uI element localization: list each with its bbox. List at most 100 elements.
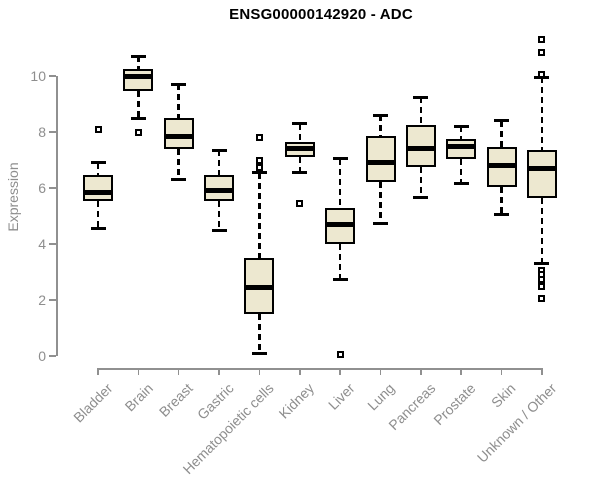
whisker-lower-prostate	[459, 158, 463, 184]
x-axis-tick	[258, 368, 261, 375]
y-axis-tick	[49, 75, 56, 77]
whisker-cap-high-kidney	[292, 122, 308, 126]
whisker-lower-liver	[338, 244, 342, 279]
whisker-cap-high-bladder	[90, 161, 106, 165]
whisker-cap-high-hematopoietic-cells	[251, 171, 267, 175]
whisker-upper-hematopoietic-cells	[258, 172, 261, 258]
median-hematopoietic-cells	[244, 284, 275, 290]
y-axis-tick-label: 2	[38, 292, 46, 308]
whisker-lower-kidney	[298, 157, 302, 173]
whisker-cap-high-prostate	[453, 124, 469, 128]
box-prostate	[446, 139, 477, 159]
box-unknown-other	[526, 150, 557, 198]
whisker-cap-low-skin	[494, 213, 510, 217]
x-axis-tick-label: Kidney	[275, 380, 318, 422]
x-axis-tick	[218, 368, 220, 375]
median-breast	[163, 133, 194, 139]
x-axis-tick	[299, 368, 301, 375]
outlier-unknown-other	[538, 295, 546, 303]
outlier-hematopoietic-cells	[255, 134, 263, 142]
box-gastric	[204, 175, 235, 201]
x-axis-tick	[97, 368, 99, 375]
whisker-cap-high-skin	[494, 119, 510, 123]
y-axis-tick-label: 10	[30, 68, 46, 84]
whisker-cap-low-hematopoietic-cells	[251, 351, 267, 355]
whisker-lower-lung	[379, 182, 382, 223]
whisker-upper-liver	[338, 158, 342, 208]
median-lung	[365, 160, 396, 166]
whisker-cap-low-liver	[332, 277, 348, 281]
y-axis-tick-label: 6	[38, 180, 46, 196]
y-axis-tick-label: 8	[38, 124, 46, 140]
median-liver	[325, 221, 356, 227]
x-axis-tick-label: Bladder	[69, 380, 116, 426]
y-axis-tick	[49, 131, 56, 133]
y-axis-tick	[49, 299, 56, 301]
box-brain	[123, 69, 154, 92]
whisker-upper-breast	[177, 84, 180, 118]
outlier-unknown-other	[538, 36, 546, 44]
x-axis-tick-label: Liver	[324, 380, 358, 413]
x-axis-tick	[379, 368, 382, 375]
whisker-cap-high-lung	[373, 113, 389, 117]
whisker-cap-low-bladder	[90, 227, 106, 231]
whisker-upper-unknown-other	[540, 77, 544, 151]
outlier-hematopoietic-cells	[255, 156, 263, 164]
x-axis-tick	[500, 368, 503, 375]
x-axis-tick	[137, 368, 140, 375]
whisker-cap-high-brain	[130, 54, 146, 58]
x-axis-tick	[420, 368, 422, 375]
x-axis-tick-label: Skin	[488, 380, 519, 411]
whisker-cap-low-gastric	[211, 228, 227, 232]
whisker-lower-bladder	[96, 200, 100, 229]
whisker-cap-low-kidney	[292, 171, 308, 175]
whisker-lower-breast	[177, 148, 180, 180]
box-lung	[365, 136, 396, 183]
x-axis-tick-label: Lung	[364, 380, 398, 414]
whisker-lower-hematopoietic-cells	[258, 314, 261, 354]
outlier-unknown-other	[538, 71, 546, 79]
x-axis-tick	[177, 368, 180, 375]
whisker-lower-gastric	[217, 200, 221, 230]
whisker-lower-unknown-other	[540, 197, 544, 264]
median-gastric	[204, 188, 235, 194]
x-axis-line	[98, 368, 542, 370]
x-axis-tick-label: Breast	[156, 380, 197, 420]
whisker-cap-low-brain	[130, 116, 146, 120]
median-skin	[486, 163, 517, 169]
whisker-upper-lung	[379, 115, 382, 137]
median-bladder	[83, 189, 113, 195]
outlier-unknown-other	[538, 48, 546, 56]
whisker-cap-low-unknown-other	[534, 262, 550, 266]
box-bladder	[83, 175, 113, 201]
y-axis-tick	[49, 355, 56, 357]
whisker-cap-low-pancreas	[413, 196, 429, 200]
y-axis-tick	[49, 243, 56, 245]
outlier-liver	[336, 351, 344, 359]
whisker-upper-brain	[137, 56, 140, 69]
whisker-upper-bladder	[96, 162, 100, 176]
whisker-lower-brain	[137, 91, 140, 118]
whisker-upper-prostate	[459, 126, 463, 139]
whisker-cap-high-gastric	[211, 148, 227, 152]
whisker-upper-pancreas	[419, 97, 423, 125]
whisker-cap-low-breast	[171, 178, 187, 182]
outlier-brain	[134, 128, 142, 136]
whisker-upper-kidney	[298, 123, 302, 142]
whisker-lower-skin	[500, 186, 503, 215]
median-brain	[123, 73, 154, 79]
whisker-cap-high-liver	[332, 157, 348, 161]
outlier-unknown-other	[538, 282, 546, 290]
y-axis-tick-label: 4	[38, 236, 46, 252]
y-axis-tick	[49, 187, 56, 189]
whisker-lower-pancreas	[419, 167, 423, 198]
x-axis-tick-label: Prostate	[430, 380, 479, 429]
y-axis-tick-label: 0	[38, 348, 46, 364]
median-kidney	[284, 146, 315, 152]
box-pancreas	[405, 125, 436, 167]
x-axis-tick	[339, 368, 341, 375]
whisker-cap-high-pancreas	[413, 95, 429, 99]
whisker-cap-low-prostate	[453, 182, 469, 186]
